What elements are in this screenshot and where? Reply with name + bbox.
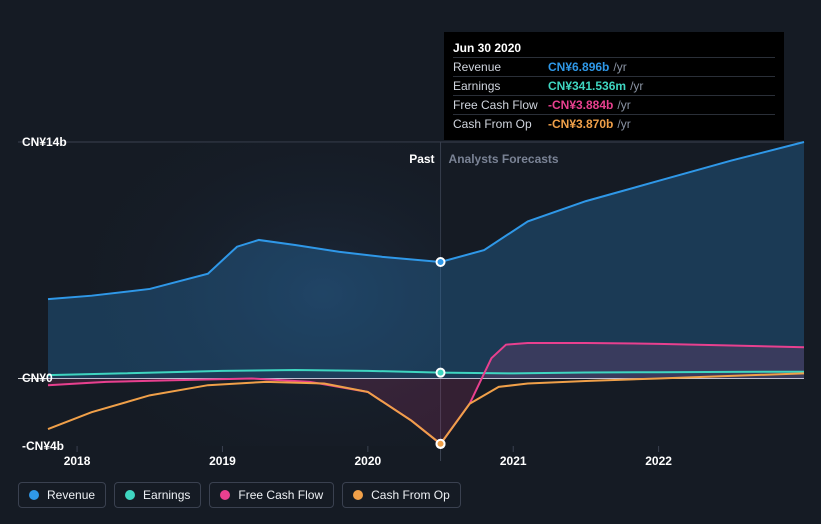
tooltip-row: EarningsCN¥341.536m/yr [453,77,775,96]
tooltip-row-unit: /yr [626,79,643,93]
tooltip-row: Free Cash Flow-CN¥3.884b/yr [453,96,775,115]
legend-swatch [220,490,230,500]
legend-swatch [29,490,39,500]
legend-item-cfo[interactable]: Cash From Op [342,482,461,508]
legend-label: Earnings [143,488,190,502]
x-tick-label: 2020 [354,454,381,468]
tooltip-row-value: CN¥6.896b [548,60,609,74]
tooltip-row: Cash From Op-CN¥3.870b/yr [453,115,775,134]
tooltip-row-name: Revenue [453,58,548,77]
legend-swatch [353,490,363,500]
tooltip-row-value: -CN¥3.870b [548,117,613,131]
marker-cfo [437,440,445,448]
y-tick-label: -CN¥4b [22,439,64,453]
tooltip-row-unit: /yr [613,98,630,112]
legend-label: Free Cash Flow [238,488,323,502]
tooltip-row-value: CN¥341.536m [548,79,626,93]
chart-tooltip: Jun 30 2020 RevenueCN¥6.896b/yrEarningsC… [444,32,784,140]
marker-earnings [437,369,445,377]
x-tick-label: 2018 [64,454,91,468]
x-tick-label: 2021 [500,454,527,468]
tooltip-row: RevenueCN¥6.896b/yr [453,58,775,77]
x-tick-label: 2019 [209,454,236,468]
tooltip-row-value: -CN¥3.884b [548,98,613,112]
legend-item-revenue[interactable]: Revenue [18,482,106,508]
tooltip-row-unit: /yr [609,60,626,74]
y-tick-label: CN¥14b [22,135,67,149]
tooltip-table: RevenueCN¥6.896b/yrEarningsCN¥341.536m/y… [453,57,775,133]
legend-item-fcf[interactable]: Free Cash Flow [209,482,334,508]
forecast-region-label: Analysts Forecasts [449,152,559,166]
marker-revenue [437,258,445,266]
legend-swatch [125,490,135,500]
y-tick-label: CN¥0 [22,371,53,385]
x-tick-label: 2022 [645,454,672,468]
tooltip-row-name: Free Cash Flow [453,96,548,115]
earnings-chart: Past Analysts Forecasts Jun 30 2020 Reve… [18,16,804,472]
past-region-label: Past [409,152,434,166]
tooltip-date: Jun 30 2020 [453,39,775,57]
tooltip-row-name: Earnings [453,77,548,96]
legend-label: Revenue [47,488,95,502]
tooltip-row-name: Cash From Op [453,115,548,134]
tooltip-row-unit: /yr [613,117,630,131]
legend-item-earnings[interactable]: Earnings [114,482,201,508]
chart-legend: Revenue Earnings Free Cash Flow Cash From O… [18,482,461,508]
legend-label: Cash From Op [371,488,450,502]
